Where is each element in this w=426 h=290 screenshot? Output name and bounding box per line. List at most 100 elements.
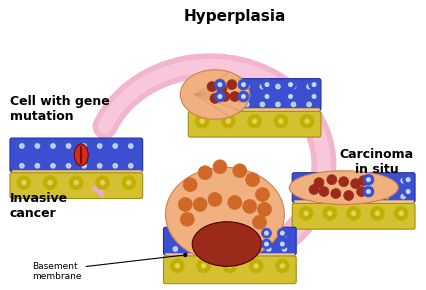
Circle shape bbox=[383, 194, 388, 199]
Circle shape bbox=[400, 178, 404, 183]
Circle shape bbox=[222, 259, 236, 273]
Circle shape bbox=[257, 202, 271, 216]
Circle shape bbox=[178, 197, 192, 211]
FancyBboxPatch shape bbox=[291, 203, 414, 229]
Circle shape bbox=[128, 144, 132, 148]
Circle shape bbox=[43, 176, 57, 190]
Circle shape bbox=[219, 92, 229, 102]
Circle shape bbox=[322, 206, 336, 220]
Circle shape bbox=[400, 194, 404, 199]
Circle shape bbox=[370, 206, 383, 220]
Circle shape bbox=[367, 194, 371, 199]
Circle shape bbox=[306, 102, 311, 106]
Circle shape bbox=[188, 233, 193, 237]
Circle shape bbox=[198, 166, 212, 180]
Circle shape bbox=[318, 186, 328, 197]
Circle shape bbox=[266, 247, 270, 251]
Circle shape bbox=[250, 247, 255, 251]
Circle shape bbox=[301, 178, 305, 183]
Circle shape bbox=[406, 190, 409, 193]
Circle shape bbox=[318, 178, 322, 183]
Circle shape bbox=[308, 91, 319, 102]
Circle shape bbox=[82, 164, 86, 168]
Circle shape bbox=[252, 119, 256, 123]
Circle shape bbox=[374, 211, 379, 215]
Circle shape bbox=[214, 79, 225, 90]
Circle shape bbox=[351, 178, 355, 183]
Circle shape bbox=[237, 79, 248, 90]
Circle shape bbox=[226, 119, 230, 123]
Ellipse shape bbox=[74, 144, 88, 166]
Circle shape bbox=[207, 81, 216, 92]
Circle shape bbox=[285, 79, 295, 90]
Bar bbox=[12, 170, 141, 175]
Circle shape bbox=[242, 200, 256, 213]
Circle shape bbox=[358, 176, 368, 186]
Circle shape bbox=[216, 84, 226, 93]
Circle shape bbox=[247, 114, 261, 128]
Ellipse shape bbox=[192, 222, 261, 266]
Circle shape bbox=[48, 181, 52, 185]
Circle shape bbox=[229, 92, 239, 102]
Circle shape bbox=[330, 188, 340, 198]
Circle shape bbox=[311, 95, 315, 98]
Circle shape bbox=[383, 178, 388, 183]
Circle shape bbox=[17, 176, 31, 190]
Circle shape bbox=[402, 174, 413, 185]
Circle shape bbox=[343, 191, 353, 200]
Circle shape bbox=[97, 164, 102, 168]
Circle shape bbox=[288, 95, 292, 98]
Circle shape bbox=[183, 253, 186, 256]
Circle shape bbox=[334, 194, 339, 199]
Circle shape bbox=[275, 84, 279, 89]
Circle shape bbox=[173, 247, 177, 251]
Circle shape bbox=[213, 102, 217, 106]
Circle shape bbox=[350, 179, 360, 188]
Circle shape bbox=[22, 181, 26, 185]
Circle shape bbox=[232, 164, 246, 178]
FancyBboxPatch shape bbox=[188, 79, 320, 110]
Circle shape bbox=[221, 114, 235, 128]
Circle shape bbox=[259, 84, 264, 89]
Circle shape bbox=[261, 79, 272, 90]
Circle shape bbox=[35, 144, 40, 148]
Circle shape bbox=[241, 83, 245, 86]
Circle shape bbox=[51, 144, 55, 148]
Text: Cell with gene
mutation: Cell with gene mutation bbox=[10, 95, 109, 124]
Circle shape bbox=[198, 84, 202, 89]
Circle shape bbox=[406, 178, 409, 182]
Circle shape bbox=[244, 84, 248, 89]
Circle shape bbox=[188, 247, 193, 251]
Circle shape bbox=[219, 247, 224, 251]
Circle shape bbox=[366, 178, 369, 182]
Circle shape bbox=[288, 83, 292, 86]
Circle shape bbox=[170, 259, 184, 273]
Circle shape bbox=[280, 264, 284, 268]
Circle shape bbox=[402, 186, 413, 197]
Circle shape bbox=[82, 144, 86, 148]
Circle shape bbox=[266, 233, 270, 237]
Text: Basement
membrane: Basement membrane bbox=[32, 262, 81, 281]
Circle shape bbox=[218, 95, 221, 98]
Circle shape bbox=[398, 211, 402, 215]
Circle shape bbox=[214, 91, 225, 102]
Circle shape bbox=[264, 231, 268, 235]
Circle shape bbox=[210, 93, 219, 104]
Circle shape bbox=[308, 185, 318, 195]
Circle shape bbox=[173, 233, 177, 237]
Circle shape bbox=[180, 212, 194, 226]
Circle shape bbox=[318, 194, 322, 199]
Circle shape bbox=[351, 211, 355, 215]
Circle shape bbox=[291, 84, 295, 89]
Circle shape bbox=[95, 176, 109, 190]
Circle shape bbox=[204, 247, 208, 251]
Circle shape bbox=[198, 102, 202, 106]
Circle shape bbox=[207, 193, 222, 206]
Circle shape bbox=[326, 175, 336, 185]
Circle shape bbox=[366, 190, 369, 193]
Circle shape bbox=[311, 83, 315, 86]
Circle shape bbox=[121, 176, 135, 190]
Circle shape bbox=[175, 264, 179, 268]
Circle shape bbox=[183, 178, 197, 192]
FancyBboxPatch shape bbox=[10, 138, 142, 172]
